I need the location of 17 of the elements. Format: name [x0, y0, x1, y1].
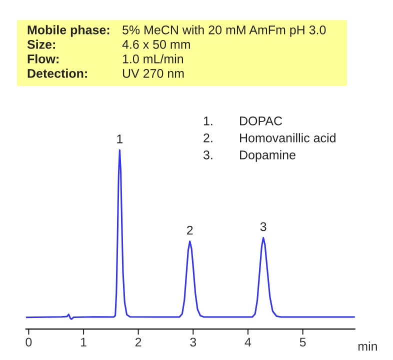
- x-tick-label: 1: [80, 338, 86, 346]
- text: 1. DOPAC: [204, 116, 282, 126]
- x-tick-label: 5: [300, 338, 306, 347]
- annotation: 3: [260, 222, 266, 232]
- text: Flow: 1.0 mL/min: [28, 54, 184, 64]
- x-tick-label: 3: [190, 338, 196, 347]
- text: 3. Dopamine: [203, 150, 296, 162]
- annotation: 1: [117, 134, 123, 144]
- x-tick-label: 2: [135, 338, 142, 346]
- x-tick-label: 0: [26, 338, 32, 347]
- text: Size: 4.6 x 50 mm: [27, 40, 190, 49]
- text: Detection: UV 270 nm: [28, 68, 184, 78]
- text: 2. Homovanillic acid: [204, 133, 336, 142]
- text: Mobile phase: 5% MeCN with 20 mM AmFm pH 3.0: [28, 25, 326, 37]
- x-tick-label: 4: [244, 338, 252, 346]
- annotation: 2: [187, 226, 193, 235]
- x-axis-title: min: [358, 342, 377, 351]
